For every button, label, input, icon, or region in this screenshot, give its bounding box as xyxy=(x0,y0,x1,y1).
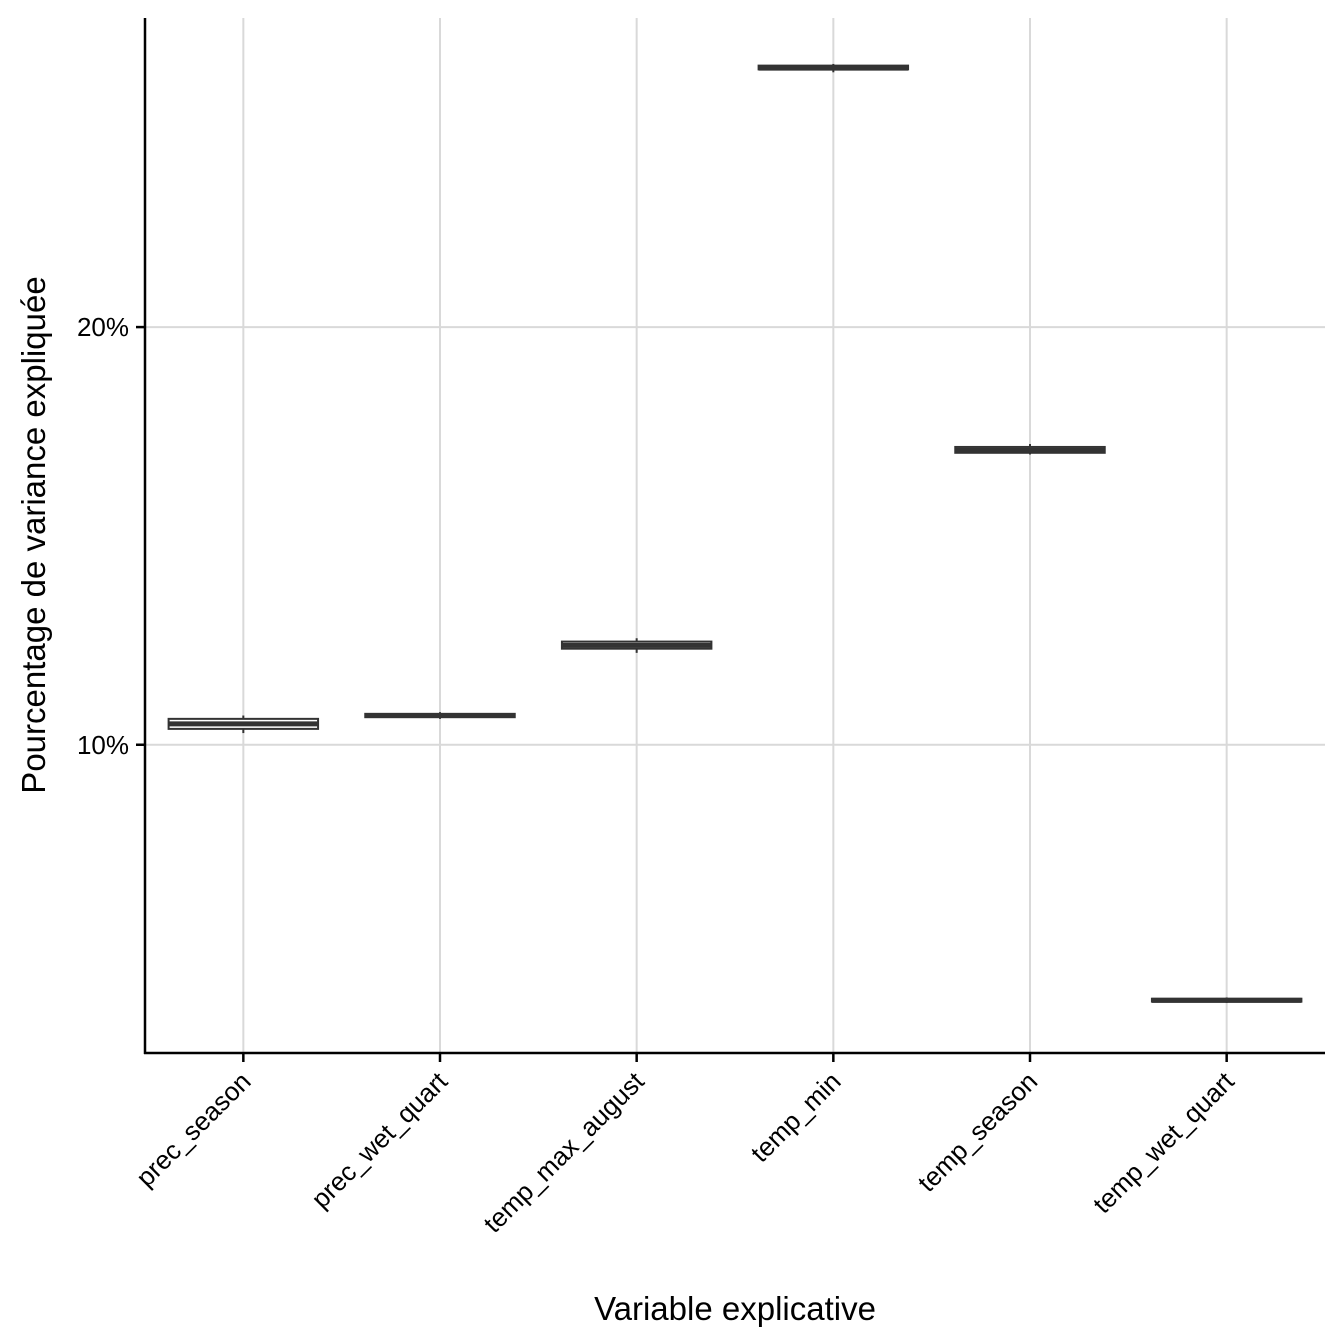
x-tick-label: prec_season xyxy=(130,1066,256,1192)
box-prec_season xyxy=(167,715,320,734)
x-tick-label: prec_wet_quart xyxy=(305,1065,453,1213)
box-temp_max_august xyxy=(560,638,713,653)
x-tick-label: temp_wet_quart xyxy=(1087,1065,1241,1219)
x-tick-label: temp_min xyxy=(745,1066,847,1168)
grid-lines xyxy=(145,18,1325,1053)
box-temp_min xyxy=(757,63,910,73)
y-axis-title: Pourcentage de variance expliquée xyxy=(15,276,52,793)
box-temp_season xyxy=(954,444,1106,455)
x-tick-label: temp_max_august xyxy=(477,1065,650,1238)
y-tick-label: 20% xyxy=(77,312,129,342)
x-axis-title: Variable explicative xyxy=(594,1290,876,1327)
axes xyxy=(136,18,1325,1062)
boxes xyxy=(167,63,1303,1003)
box-temp_wet_quart xyxy=(1150,997,1303,1003)
x-tick-label: temp_season xyxy=(912,1066,1044,1198)
y-tick-label: 10% xyxy=(77,730,129,760)
box-prec_wet_quart xyxy=(364,712,516,719)
